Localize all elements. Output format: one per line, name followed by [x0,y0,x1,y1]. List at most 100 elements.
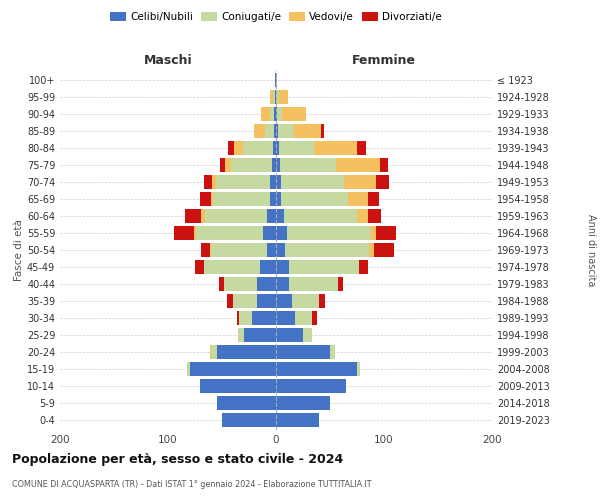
Bar [263,226,276,240]
Bar [220,158,225,172]
Bar [276,379,346,393]
Bar [281,192,349,206]
Bar [357,362,360,376]
Bar [314,141,357,155]
Bar [276,362,357,376]
Bar [234,141,242,155]
Bar [284,209,357,223]
Bar [200,379,276,393]
Bar [219,277,224,291]
Bar [344,175,376,189]
Bar [202,209,205,223]
Bar [194,226,196,240]
Bar [269,192,276,206]
Text: Femmine: Femmine [352,54,416,66]
Bar [276,158,280,172]
Bar [275,73,276,87]
Bar [357,209,368,223]
Bar [368,192,379,206]
Bar [217,396,276,410]
Bar [376,226,396,240]
Bar [273,141,276,155]
Bar [212,175,215,189]
Bar [276,107,277,121]
Bar [276,328,303,342]
Bar [244,328,276,342]
Bar [330,345,335,359]
Bar [265,124,274,138]
Bar [257,294,276,308]
Text: Popolazione per età, sesso e stato civile - 2024: Popolazione per età, sesso e stato civil… [12,452,343,466]
Bar [279,90,288,104]
Bar [211,192,214,206]
Bar [257,277,276,291]
Bar [289,277,338,291]
Bar [276,192,281,206]
Bar [289,260,359,274]
Bar [276,277,289,291]
Bar [281,175,344,189]
Bar [276,243,284,257]
Bar [319,294,325,308]
Bar [190,362,276,376]
Bar [276,396,330,410]
Bar [380,158,388,172]
Bar [269,175,276,189]
Bar [274,124,276,138]
Bar [276,141,279,155]
Bar [195,260,203,274]
Bar [203,260,260,274]
Bar [368,209,381,223]
Bar [233,294,257,308]
Bar [222,413,276,427]
Bar [287,226,371,240]
Bar [276,260,289,274]
Bar [272,158,276,172]
Text: Anni di nascita: Anni di nascita [586,214,596,286]
Bar [242,141,273,155]
Bar [230,158,272,172]
Bar [203,175,212,189]
Bar [238,328,244,342]
Bar [229,141,234,155]
Bar [276,345,330,359]
Bar [200,192,211,206]
Bar [371,226,376,240]
Bar [280,158,337,172]
Bar [276,226,287,240]
Bar [322,124,323,138]
Bar [276,413,319,427]
Bar [210,243,211,257]
Bar [261,107,269,121]
Bar [211,345,217,359]
Bar [376,175,389,189]
Bar [268,243,276,257]
Bar [268,209,276,223]
Y-axis label: Fasce di età: Fasce di età [14,219,24,281]
Bar [276,311,295,325]
Bar [295,311,311,325]
Bar [274,107,276,121]
Bar [202,243,210,257]
Bar [279,141,314,155]
Bar [187,362,190,376]
Bar [217,345,276,359]
Bar [276,73,277,87]
Bar [260,260,276,274]
Bar [269,107,274,121]
Bar [349,192,368,206]
Bar [276,175,281,189]
Bar [276,124,278,138]
Bar [338,277,343,291]
Bar [252,311,276,325]
Bar [337,158,380,172]
Bar [205,209,268,223]
Bar [239,311,252,325]
Bar [283,107,306,121]
Bar [276,294,292,308]
Bar [214,192,269,206]
Bar [254,124,265,138]
Bar [359,260,368,274]
Bar [227,294,233,308]
Bar [275,90,276,104]
